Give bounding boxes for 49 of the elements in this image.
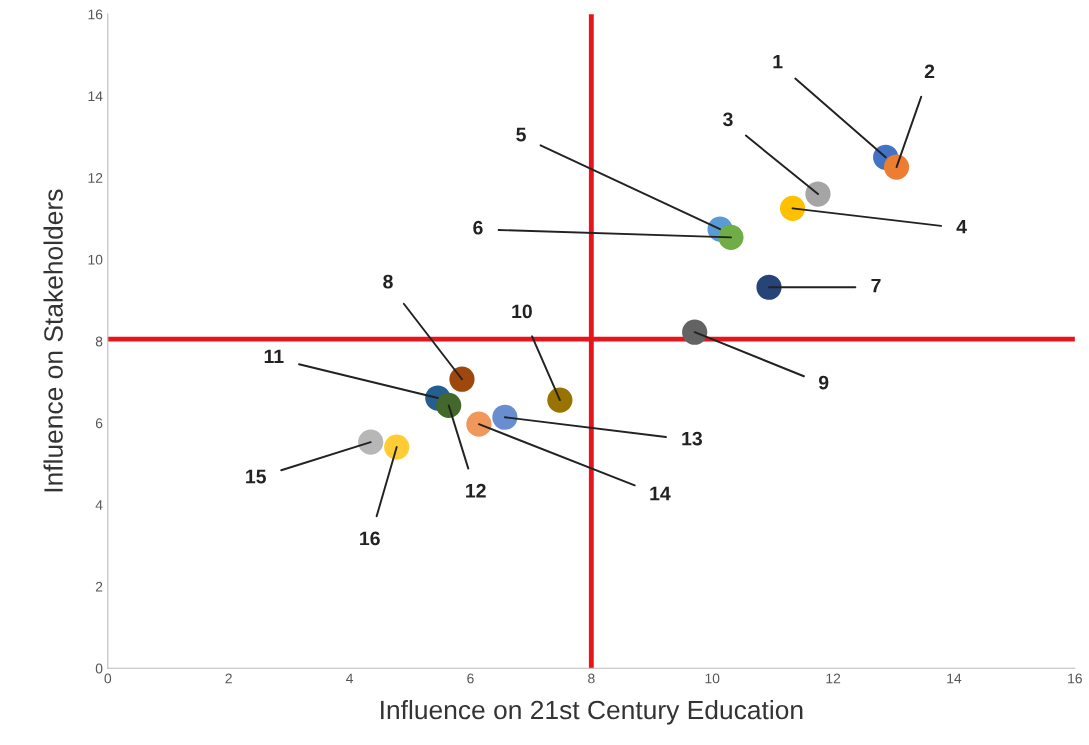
annotation: 11 [264,349,284,364]
x-tick-label: 12 [826,673,841,684]
y-tick-label: 6 [95,418,103,429]
annotation: 1 [773,54,783,69]
point [492,404,518,430]
x-tick-label: 10 [705,673,720,684]
point [883,154,910,180]
annotation: 9 [818,375,829,390]
annotation: 3 [723,112,733,127]
point [779,195,806,221]
point [436,392,462,419]
point [358,429,384,455]
y-tick-label: 0 [95,663,103,674]
x-tick-label: 4 [346,673,354,684]
x-axis-title: Influence on 21st Century Education [381,699,803,725]
point [718,224,744,250]
point [449,366,475,392]
y-tick-label: 14 [88,91,103,101]
x-tick-label: 8 [588,673,595,684]
annotation: 13 [682,431,703,446]
y-tick-label: 10 [88,254,103,265]
annotation: 16 [360,531,380,546]
x-tick-label: 14 [947,673,962,684]
point [547,387,573,413]
annotation: 4 [956,219,967,234]
annotation: 14 [650,486,671,501]
point [682,319,708,345]
point [805,181,831,207]
y-axis-title: Influence on Stakeholders [43,189,63,492]
y-tick-label: 16 [88,9,103,20]
x-tick-label: 0 [104,673,112,684]
y-tick-label: 2 [95,581,103,592]
annotation: 10 [512,304,532,319]
x-tick-label: 2 [225,673,232,684]
x-tick-label: 6 [467,673,474,684]
annotation: 2 [924,64,935,79]
y-tick-label: 12 [88,173,103,183]
annotation: 15 [246,469,266,484]
y-tick-label: 4 [95,500,103,510]
y-tick-label: 8 [95,336,103,347]
annotation: 12 [466,483,486,498]
annotation: 8 [383,274,393,289]
annotation: 7 [871,278,881,293]
annotation: 5 [516,127,526,142]
point [466,411,492,437]
x-tick-label: 16 [1068,673,1082,684]
annotation: 6 [473,220,483,235]
point [756,274,782,300]
point [384,434,410,460]
